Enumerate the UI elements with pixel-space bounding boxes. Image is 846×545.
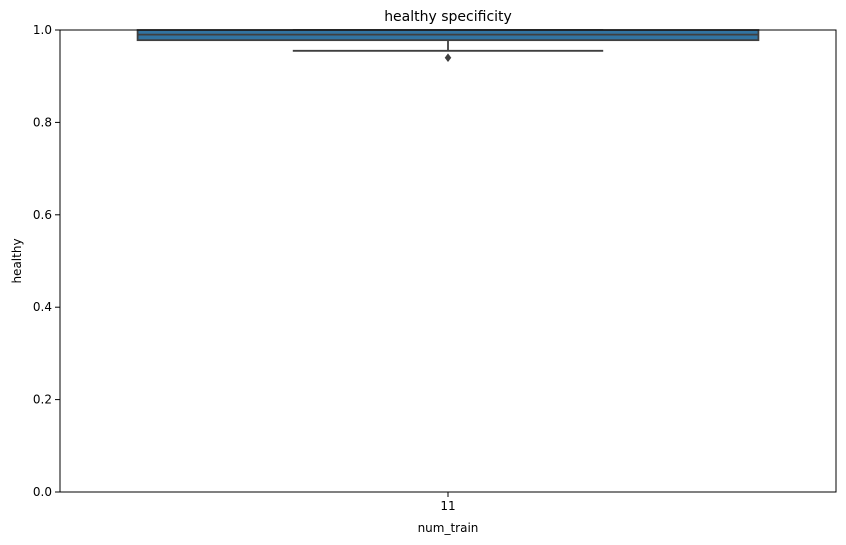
y-tick-label: 0.8 [33, 115, 52, 129]
chart-title: healthy specificity [384, 9, 512, 25]
x-tick-label: 11 [440, 499, 455, 513]
x-axis: 11 [440, 492, 456, 513]
plot-frame [59, 29, 837, 493]
y-tick-label: 0.2 [33, 393, 52, 407]
y-tick-label: 0.6 [33, 208, 52, 222]
plot-area [136, 29, 760, 63]
x-axis-label: num_train [418, 521, 479, 535]
y-axis: 0.0 0.2 0.4 0.6 0.8 1.0 [33, 23, 60, 499]
y-tick-label: 1.0 [33, 23, 52, 37]
y-tick-label: 0.0 [33, 485, 52, 499]
outlier-point [444, 53, 452, 63]
y-tick-label: 0.4 [33, 300, 52, 314]
y-axis-label: healthy [10, 238, 24, 283]
